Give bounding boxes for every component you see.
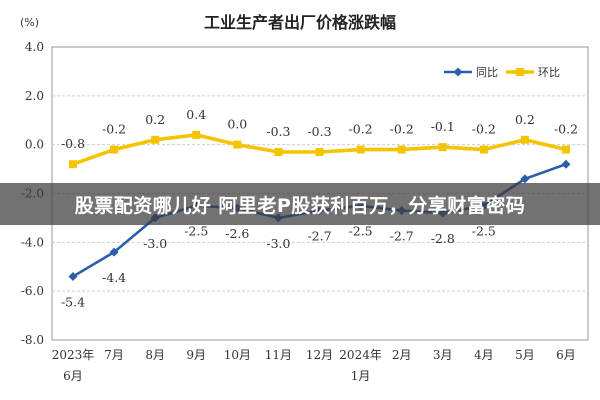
y-tick-label: -6.0	[21, 284, 44, 298]
legend: 同比 环比	[444, 66, 560, 79]
x-tick-label: 2月	[392, 348, 412, 362]
data-label-mom: -0.2	[390, 122, 414, 137]
data-labels: -0.8 -0.2 0.2 0.4 0.0 -0.3 -0.3 -0.2 -0.2 -0.1 -0.…	[61, 107, 578, 310]
data-label-mom: -0.3	[266, 124, 290, 139]
data-label-mom: 0.2	[515, 112, 535, 127]
legend-marker-yoy	[453, 67, 463, 77]
data-label-yoy: -5.4	[61, 295, 85, 310]
data-label-mom: -0.3	[307, 124, 331, 139]
y-tick-label: 0.0	[25, 138, 44, 152]
legend-label-mom: 环比	[538, 66, 560, 79]
y-tick-label: 4.0	[25, 40, 44, 54]
data-point-mom	[151, 135, 160, 144]
legend-label-yoy: 同比	[476, 66, 498, 79]
data-label-yoy: -2.5	[472, 224, 496, 239]
data-label-yoy: -2.7	[390, 229, 414, 244]
data-point-yoy	[561, 159, 571, 169]
data-label-mom: -0.8	[61, 136, 85, 151]
x-axis: 2023年 6月 7月 8月 9月 10月 11月 12月 2024年 1月 2月 3月 4月 5月 6月	[52, 348, 576, 383]
data-label-yoy: -2.7	[307, 229, 331, 244]
overlay-banner: 股票配资哪儿好 阿里老P股获利百万，分享财富密码	[0, 183, 600, 225]
x-tick-label: 6月	[556, 348, 576, 362]
data-label-yoy: -2.8	[431, 231, 455, 246]
data-point-mom	[69, 160, 77, 169]
x-tick-label: 8月	[145, 348, 165, 362]
data-point-mom	[438, 143, 447, 152]
y-tick-label: 2.0	[25, 89, 44, 103]
data-point-mom	[233, 140, 242, 149]
data-label-mom: -0.1	[431, 119, 455, 134]
data-label-mom: 0.4	[186, 107, 206, 122]
data-label-yoy: -2.5	[349, 224, 373, 239]
data-point-mom	[397, 145, 406, 154]
data-label-mom: -0.2	[349, 122, 373, 137]
data-label-yoy: -3.0	[266, 236, 290, 251]
y-unit-label: (%)	[20, 16, 39, 29]
x-tick-label: 9月	[186, 348, 206, 362]
x-tick-label-line2: 6月	[63, 369, 83, 383]
data-label-yoy: -3.0	[143, 236, 167, 251]
data-label-yoy: -2.6	[225, 226, 249, 241]
data-point-mom	[479, 145, 488, 154]
data-label-yoy: -4.4	[102, 270, 126, 285]
data-point-mom	[562, 145, 570, 154]
y-tick-label: -8.0	[21, 333, 44, 347]
data-label-mom: -0.2	[472, 122, 496, 137]
x-tick-label: 2023年	[52, 348, 95, 362]
data-label-mom: -0.2	[102, 122, 126, 137]
legend-marker-mom	[516, 68, 524, 76]
data-label-yoy: -2.5	[184, 224, 208, 239]
data-label-mom: 0.2	[145, 112, 165, 127]
x-tick-label: 2024年	[339, 348, 382, 362]
data-point-yoy	[520, 174, 530, 184]
overlay-banner-text: 股票配资哪儿好 阿里老P股获利百万，分享财富密码	[74, 194, 526, 217]
data-point-yoy	[68, 272, 78, 282]
data-label-mom: 0.0	[227, 117, 247, 132]
x-tick-label: 3月	[433, 348, 453, 362]
data-point-mom	[274, 147, 283, 156]
y-tick-label: -4.0	[21, 235, 44, 249]
data-point-mom	[315, 147, 324, 156]
x-tick-label: 5月	[515, 348, 535, 362]
x-tick-label: 12月	[306, 348, 333, 362]
data-label-mom: -0.2	[554, 122, 578, 137]
data-point-mom	[110, 145, 119, 154]
data-point-mom	[520, 135, 529, 144]
x-tick-label-line2: 1月	[351, 369, 371, 383]
data-point-mom	[192, 130, 201, 139]
x-tick-label: 11月	[265, 348, 292, 362]
x-tick-label: 4月	[474, 348, 494, 362]
x-tick-label: 10月	[224, 348, 251, 362]
x-tick-label: 7月	[104, 348, 124, 362]
chart-title: 工业生产者出厂价格涨跌幅	[204, 13, 396, 32]
data-point-mom	[356, 145, 365, 154]
data-point-yoy	[109, 247, 119, 257]
